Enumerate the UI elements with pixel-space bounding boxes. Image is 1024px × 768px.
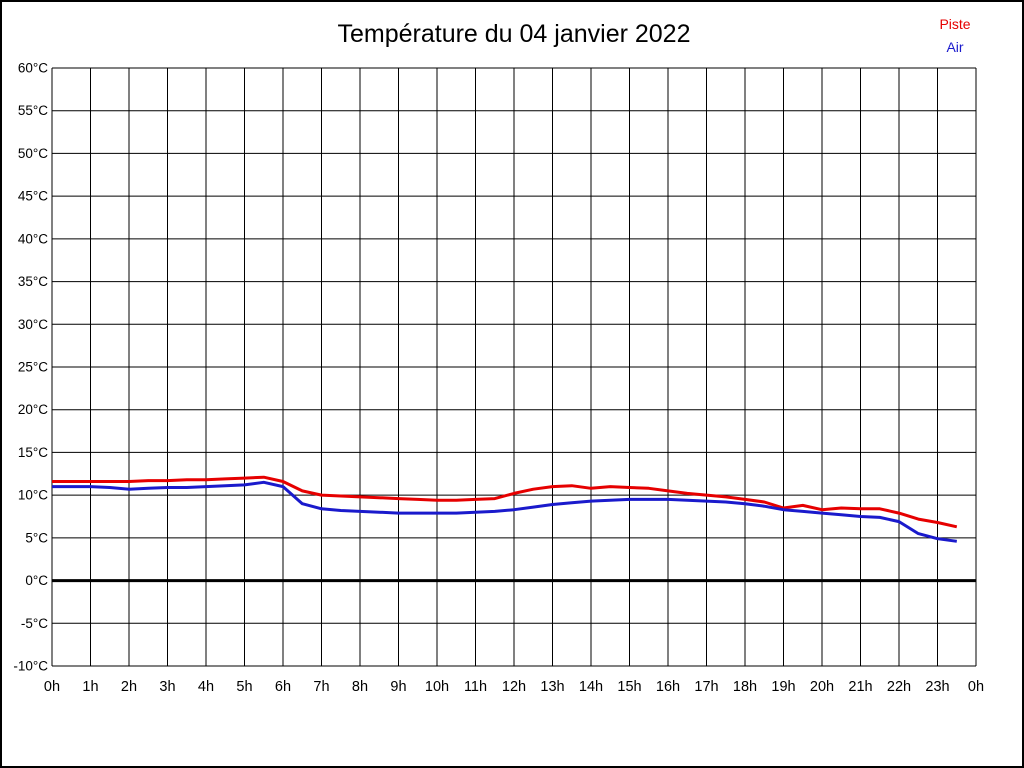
x-tick-label: 0h bbox=[44, 679, 60, 695]
x-tick-label: 16h bbox=[656, 679, 680, 695]
y-tick-label: 20°C bbox=[18, 402, 48, 417]
y-tick-label: 25°C bbox=[18, 360, 48, 375]
y-tick-label: 40°C bbox=[18, 231, 48, 246]
y-tick-label: 30°C bbox=[18, 317, 48, 332]
x-tick-label: 10h bbox=[425, 679, 449, 695]
y-tick-label: 15°C bbox=[18, 445, 48, 460]
x-tick-label: 3h bbox=[159, 679, 175, 695]
y-tick-label: 35°C bbox=[18, 274, 48, 289]
x-tick-label: 19h bbox=[771, 679, 795, 695]
x-tick-label: 21h bbox=[848, 679, 872, 695]
x-tick-label: 9h bbox=[390, 679, 406, 695]
x-tick-label: 23h bbox=[925, 679, 949, 695]
y-tick-label: 10°C bbox=[18, 488, 48, 503]
x-tick-label: 18h bbox=[733, 679, 757, 695]
x-tick-label: 17h bbox=[694, 679, 718, 695]
x-tick-label: 1h bbox=[82, 679, 98, 695]
x-tick-label: 11h bbox=[464, 679, 487, 695]
y-tick-label: 50°C bbox=[18, 146, 48, 161]
x-tick-label: 13h bbox=[540, 679, 564, 695]
legend-item-air: Air bbox=[946, 39, 964, 55]
y-tick-label: -5°C bbox=[21, 616, 48, 631]
y-tick-label: -10°C bbox=[13, 659, 48, 674]
y-tick-label: 55°C bbox=[18, 103, 48, 118]
x-tick-label: 5h bbox=[236, 679, 252, 695]
x-tick-label: 8h bbox=[352, 679, 368, 695]
x-tick-label: 20h bbox=[810, 679, 834, 695]
x-tick-label: 14h bbox=[579, 679, 603, 695]
piste-temperature-line bbox=[52, 475, 958, 529]
x-tick-label: 15h bbox=[617, 679, 641, 695]
legend: Piste Air bbox=[910, 13, 1000, 59]
y-tick-label: 0°C bbox=[25, 573, 48, 588]
y-tick-label: 60°C bbox=[18, 61, 48, 76]
x-tick-label: 2h bbox=[121, 679, 137, 695]
chart-title: Température du 04 janvier 2022 bbox=[337, 20, 691, 48]
y-tick-label: 5°C bbox=[25, 530, 48, 545]
air-temperature-line bbox=[52, 480, 958, 543]
x-tick-label: 6h bbox=[275, 679, 291, 695]
x-tick-label: 0h bbox=[968, 679, 984, 695]
x-tick-label: 7h bbox=[313, 679, 329, 695]
x-tick-label: 4h bbox=[198, 679, 214, 695]
x-tick-label: 12h bbox=[502, 679, 526, 695]
y-tick-label: 45°C bbox=[18, 189, 48, 204]
legend-item-piste: Piste bbox=[939, 16, 971, 32]
x-tick-label: 22h bbox=[887, 679, 911, 695]
